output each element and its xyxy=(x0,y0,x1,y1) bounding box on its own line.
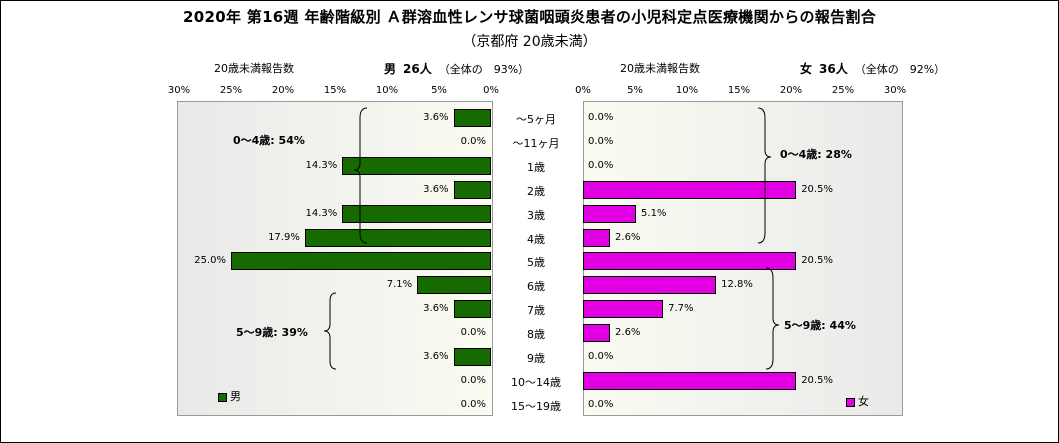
male-data-label: 0.0% xyxy=(460,327,486,339)
male-legend: 男 xyxy=(218,388,241,404)
female-bar xyxy=(583,252,797,271)
female-data-label: 0.0% xyxy=(588,135,614,147)
female-bar xyxy=(583,371,797,390)
female-0-4-bracket xyxy=(757,107,772,244)
male-bar xyxy=(453,300,491,319)
category-label: 10～14歳 xyxy=(511,375,561,389)
female-bar xyxy=(583,300,664,319)
female-bar xyxy=(583,324,611,343)
female-data-label: 0.0% xyxy=(588,398,614,410)
female-bar xyxy=(583,180,797,199)
male-count: 26人 xyxy=(403,62,432,76)
male-data-label: 3.6% xyxy=(423,112,449,123)
female-5-9-annotation: 5～9歳: 44% xyxy=(784,319,856,332)
female-legend-swatch xyxy=(846,397,855,407)
female-0-4-annotation: 0～4歳: 28% xyxy=(780,148,852,161)
female-data-label: 20.5% xyxy=(801,374,833,386)
x-tick-label: 30% xyxy=(167,85,191,96)
category-label: 7歳 xyxy=(527,304,545,318)
male-bar xyxy=(342,204,491,223)
male-bar xyxy=(453,348,491,366)
x-tick-label: 25% xyxy=(831,85,855,96)
male-bar xyxy=(453,180,491,199)
male-bar xyxy=(231,252,491,271)
female-share: （全体の 92%） xyxy=(854,63,946,76)
female-data-label: 20.5% xyxy=(801,183,833,195)
male-sex-label: 男 xyxy=(384,62,397,76)
male-data-label: 0.0% xyxy=(460,398,486,410)
male-data-label: 14.3% xyxy=(305,159,338,171)
male-data-label: 7.1% xyxy=(386,279,413,291)
male-5-9-annotation: 5～9歳: 39% xyxy=(236,326,308,339)
male-legend-label: 男 xyxy=(230,390,241,403)
category-label: 15～19歳 xyxy=(511,399,561,413)
x-tick-label: 10% xyxy=(675,85,699,96)
chart-subtitle: （京都府 20歳未満） xyxy=(462,34,597,50)
female-data-label: 0.0% xyxy=(588,351,614,362)
category-label: 9歳 xyxy=(527,352,545,365)
female-data-label: 0.0% xyxy=(588,112,614,123)
category-label: 4歳 xyxy=(527,232,545,246)
male-header-summary: 男 26人 （全体の 93%） xyxy=(384,60,529,77)
x-tick-label: 25% xyxy=(219,85,243,96)
female-data-label: 5.1% xyxy=(641,207,667,219)
category-label: ～5ヶ月 xyxy=(516,113,556,126)
x-tick-label: 20% xyxy=(271,85,295,96)
female-sex-label: 女 xyxy=(800,62,813,76)
category-label: 2歳 xyxy=(527,184,545,198)
male-data-label: 14.3% xyxy=(305,207,338,219)
female-data-label: 7.7% xyxy=(668,303,694,315)
male-0-4-bracket xyxy=(353,107,368,244)
female-header-label: 20歳未満報告数 xyxy=(620,62,700,75)
female-data-label: 2.6% xyxy=(615,327,641,339)
female-count: 36人 xyxy=(819,62,848,76)
x-tick-label: 30% xyxy=(883,85,907,96)
x-tick-label: 15% xyxy=(323,85,347,96)
category-label: 6歳 xyxy=(527,280,545,294)
x-tick-label: 15% xyxy=(727,85,751,96)
male-bar xyxy=(342,156,491,175)
female-data-label: 2.6% xyxy=(615,231,641,243)
male-header-label: 20歳未満報告数 xyxy=(214,62,294,75)
female-5-9-bracket xyxy=(765,267,780,370)
category-label: ～11ヶ月 xyxy=(512,136,560,150)
female-bar xyxy=(583,276,717,295)
category-label: 5歳 xyxy=(527,256,545,270)
female-bar xyxy=(583,228,611,247)
male-bar xyxy=(304,228,491,247)
female-bar xyxy=(583,204,637,223)
category-label: 8歳 xyxy=(527,328,545,342)
female-legend-label: 女 xyxy=(858,395,869,408)
x-tick-label: 20% xyxy=(779,85,803,96)
male-data-label: 3.6% xyxy=(423,303,449,315)
female-header-summary: 女 36人 （全体の 92%） xyxy=(800,60,945,77)
male-bar xyxy=(417,276,491,295)
x-tick-label: 0% xyxy=(483,85,499,96)
female-data-label: 0.0% xyxy=(588,159,614,171)
chart-title: 2020年 第16週 年齢階級別 Ａ群溶血性レンサ球菌咽頭炎患者の小児科定点医療… xyxy=(183,8,876,26)
male-0-4-annotation: 0～4歳: 54% xyxy=(233,134,305,147)
category-label: 1歳 xyxy=(527,160,545,174)
male-data-label: 17.9% xyxy=(268,231,300,243)
male-data-label: 3.6% xyxy=(423,351,449,362)
male-data-label: 0.0% xyxy=(460,374,486,386)
male-5-9-bracket xyxy=(323,292,337,370)
male-legend-swatch xyxy=(218,392,227,402)
male-bar xyxy=(453,109,491,127)
x-tick-label: 5% xyxy=(431,85,447,96)
male-share: （全体の 93%） xyxy=(438,63,530,76)
male-data-label: 3.6% xyxy=(423,183,449,195)
male-data-label: 0.0% xyxy=(460,135,486,147)
female-data-label: 12.8% xyxy=(721,279,753,291)
female-data-label: 20.5% xyxy=(801,255,833,267)
x-tick-label: 0% xyxy=(575,85,591,96)
category-label: 3歳 xyxy=(527,208,545,222)
x-tick-label: 10% xyxy=(375,85,399,96)
male-data-label: 25.0% xyxy=(194,255,226,267)
x-tick-label: 5% xyxy=(627,85,643,96)
female-legend: 女 xyxy=(846,393,869,409)
